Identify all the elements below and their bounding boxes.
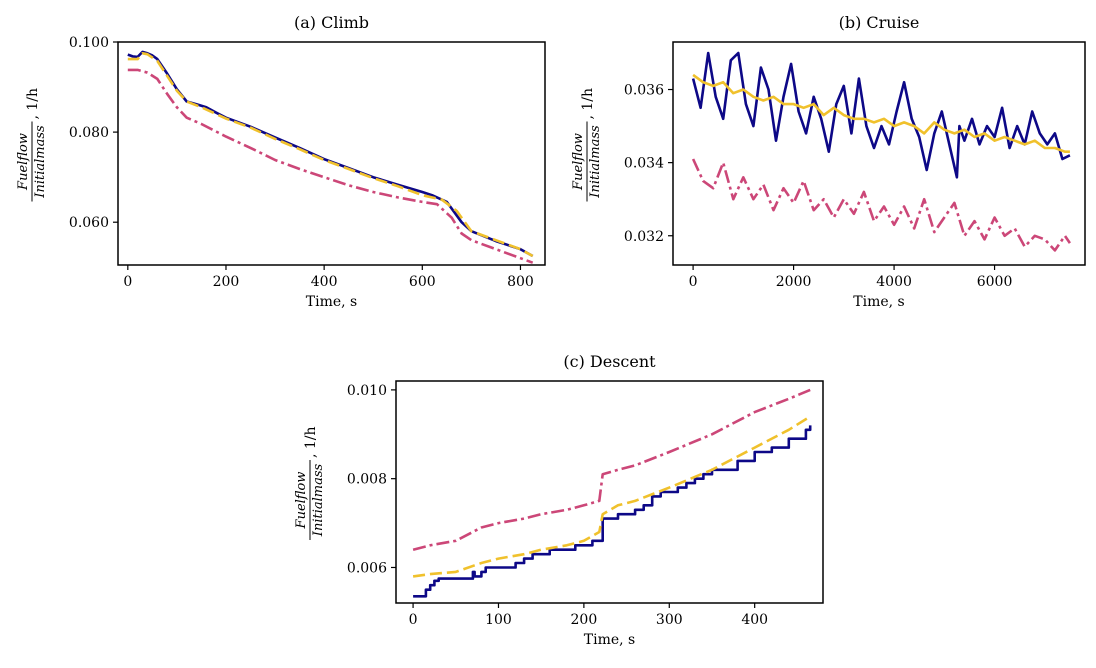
x-tick-label: 200 <box>571 612 598 628</box>
x-tick-label: 800 <box>507 274 534 290</box>
series-line-2 <box>691 158 1071 252</box>
y-tick-label: 0.032 <box>624 229 664 245</box>
y-tick-label: 0.036 <box>624 83 664 99</box>
x-tick-label: 200 <box>213 274 240 290</box>
y-axis-label: Fuelflow Initialmass , 1/h <box>571 88 603 202</box>
x-axis-label: Time, s <box>306 294 357 310</box>
series-line-3 <box>412 415 811 578</box>
y-label-denominator: Initialmass <box>588 125 603 199</box>
plot-frame <box>395 380 824 604</box>
series-group <box>127 50 534 264</box>
plot-frame <box>672 41 1086 266</box>
y-tick-label: 0.060 <box>69 215 109 231</box>
y-label-numerator: Fuelflow <box>16 133 31 191</box>
y-axis-label: Fuelflow Initialmass , 1/h <box>16 88 48 202</box>
chart-cruise: 0 2000 4000 6000 0.032 0.034 0.036 (b) Cruise Ti… <box>571 13 1086 310</box>
y-tick-label: 0.080 <box>69 125 109 141</box>
x-tick-label: 2000 <box>776 274 812 290</box>
x-tick-label: 400 <box>741 612 768 628</box>
series-line-2 <box>412 388 811 551</box>
plot-frame <box>117 41 546 266</box>
y-label-numerator: Fuelflow <box>571 133 586 191</box>
x-tick-label: 100 <box>485 612 512 628</box>
chart-title: (c) Descent <box>563 352 656 371</box>
x-tick-label: 300 <box>656 612 683 628</box>
y-label-unit: , 1/h <box>25 88 41 120</box>
y-tick-label: 0.006 <box>347 560 387 576</box>
y-axis-label: Fuelflow Initialmass , 1/h <box>294 426 326 540</box>
series-line-1 <box>127 50 534 258</box>
series-line-3 <box>127 52 534 258</box>
x-tick-label: 0 <box>689 274 698 290</box>
x-tick-label: 0 <box>123 274 132 290</box>
chart-descent: 0 100 200 300 400 0.006 0.008 0.010 (c) Descent T… <box>294 352 824 648</box>
series-line-2 <box>127 68 534 264</box>
y-label-numerator: Fuelflow <box>294 472 309 530</box>
y-label-unit: , 1/h <box>580 88 596 120</box>
x-axis-label: Time, s <box>584 632 635 648</box>
chart-title: (b) Cruise <box>839 13 920 32</box>
series-line-1 <box>413 425 812 598</box>
series-line-1 <box>691 51 1071 179</box>
x-axis-label: Time, s <box>853 294 904 310</box>
y-tick-label: 0.008 <box>347 472 387 488</box>
x-tick-label: 4000 <box>876 274 912 290</box>
series-line-3 <box>692 73 1070 153</box>
y-tick-label: 0.100 <box>69 35 109 51</box>
x-tick-label: 600 <box>409 274 436 290</box>
y-tick-label: 0.034 <box>624 156 664 172</box>
y-label-denominator: Initialmass <box>33 125 48 199</box>
y-label-unit: , 1/h <box>303 426 319 458</box>
y-label-denominator: Initialmass <box>311 463 326 537</box>
x-tick-label: 6000 <box>977 274 1013 290</box>
series-group <box>412 388 812 598</box>
chart-title: (a) Climb <box>294 13 369 32</box>
x-tick-label: 0 <box>409 612 418 628</box>
series-group <box>691 51 1071 252</box>
y-tick-label: 0.010 <box>347 383 387 399</box>
x-tick-label: 400 <box>311 274 338 290</box>
chart-climb: 0 200 400 600 800 0.060 0.080 0.100 (a) Climb Tim… <box>16 13 546 310</box>
